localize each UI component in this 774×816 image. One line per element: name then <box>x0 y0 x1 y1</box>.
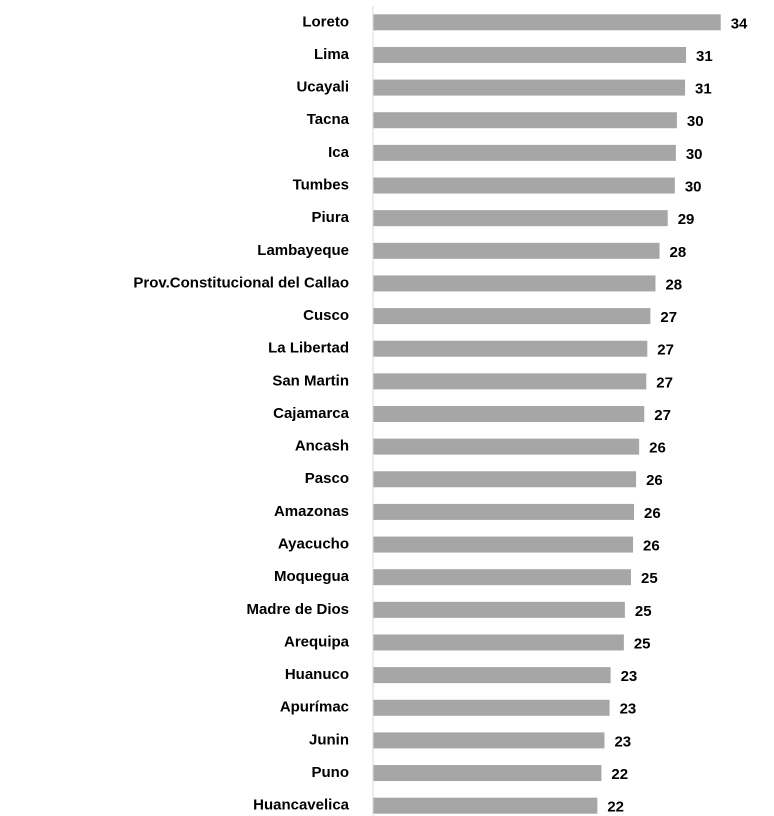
data-label: 30 <box>685 178 702 195</box>
y-tick-label: Huancavelica <box>253 797 350 814</box>
data-label: 30 <box>686 146 703 163</box>
data-label: 27 <box>660 309 677 326</box>
data-label: 27 <box>654 407 671 424</box>
bar <box>373 340 648 357</box>
data-label: 31 <box>695 81 712 98</box>
bar <box>373 634 624 651</box>
data-label: 28 <box>665 276 682 293</box>
y-tick-label: Ucayali <box>296 79 349 96</box>
bar <box>373 536 634 553</box>
data-label: 23 <box>614 733 631 750</box>
bar <box>373 438 640 455</box>
data-label: 23 <box>620 701 637 718</box>
y-tick-label: Lima <box>314 46 350 63</box>
bar <box>373 699 610 716</box>
y-tick-label: Cajamarca <box>273 405 350 422</box>
data-label: 25 <box>641 570 658 587</box>
bar <box>373 46 687 63</box>
data-label: 31 <box>696 48 713 65</box>
y-tick-label: Piura <box>311 209 349 226</box>
bar <box>373 177 675 194</box>
bar <box>373 308 651 325</box>
bar <box>373 569 631 586</box>
y-tick-label: Tacna <box>307 111 350 128</box>
bar <box>373 144 676 161</box>
bar <box>373 471 637 488</box>
y-tick-label: Madre de Dios <box>246 601 349 618</box>
bar <box>373 79 686 96</box>
data-label: 26 <box>646 472 663 489</box>
y-tick-label: Loreto <box>302 13 349 30</box>
data-label: 27 <box>656 374 673 391</box>
y-tick-label: La Libertad <box>268 340 349 357</box>
bar <box>373 406 645 422</box>
y-tick-label: Ica <box>328 144 350 161</box>
y-tick-label: Ayacucho <box>278 536 349 553</box>
y-tick-label: Ancash <box>295 438 349 455</box>
bar <box>373 14 721 31</box>
y-tick-label: Pasco <box>305 470 349 487</box>
y-tick-label: Amazonas <box>274 503 349 520</box>
bar <box>373 210 668 227</box>
data-label: 27 <box>657 342 674 359</box>
y-tick-label: Junin <box>309 731 349 748</box>
y-tick-label: Lambayeque <box>257 242 349 259</box>
y-tick-label: Apurímac <box>280 699 349 716</box>
data-label: 25 <box>635 603 652 620</box>
y-tick-label: Tumbes <box>293 176 349 193</box>
bar <box>373 275 656 292</box>
y-tick-label: San Martin <box>272 372 349 389</box>
bar <box>373 112 677 129</box>
y-tick-label: Prov.Constitucional del Callao <box>133 274 349 291</box>
y-tick-label: Cusco <box>303 307 349 324</box>
bar <box>373 373 647 390</box>
bar <box>373 503 635 520</box>
data-label: 30 <box>687 113 704 130</box>
bar <box>373 765 602 782</box>
y-tick-label: Arequipa <box>284 633 350 650</box>
y-tick-label: Huanuco <box>285 666 349 683</box>
data-label: 28 <box>670 244 687 261</box>
data-label: 22 <box>607 799 624 816</box>
y-tick-label: Moquegua <box>274 568 350 585</box>
bar <box>373 242 660 259</box>
data-label: 26 <box>649 440 666 457</box>
data-label: 25 <box>634 635 651 652</box>
data-label: 26 <box>644 505 661 522</box>
data-label: 26 <box>643 538 660 555</box>
data-label: 29 <box>678 211 695 228</box>
data-label: 22 <box>611 766 628 783</box>
bar <box>373 601 625 618</box>
data-label: 23 <box>621 668 638 685</box>
bar <box>373 667 611 684</box>
bar <box>373 797 598 814</box>
y-tick-label: Puno <box>312 764 350 781</box>
bar <box>373 732 605 749</box>
data-label: 34 <box>731 15 748 32</box>
